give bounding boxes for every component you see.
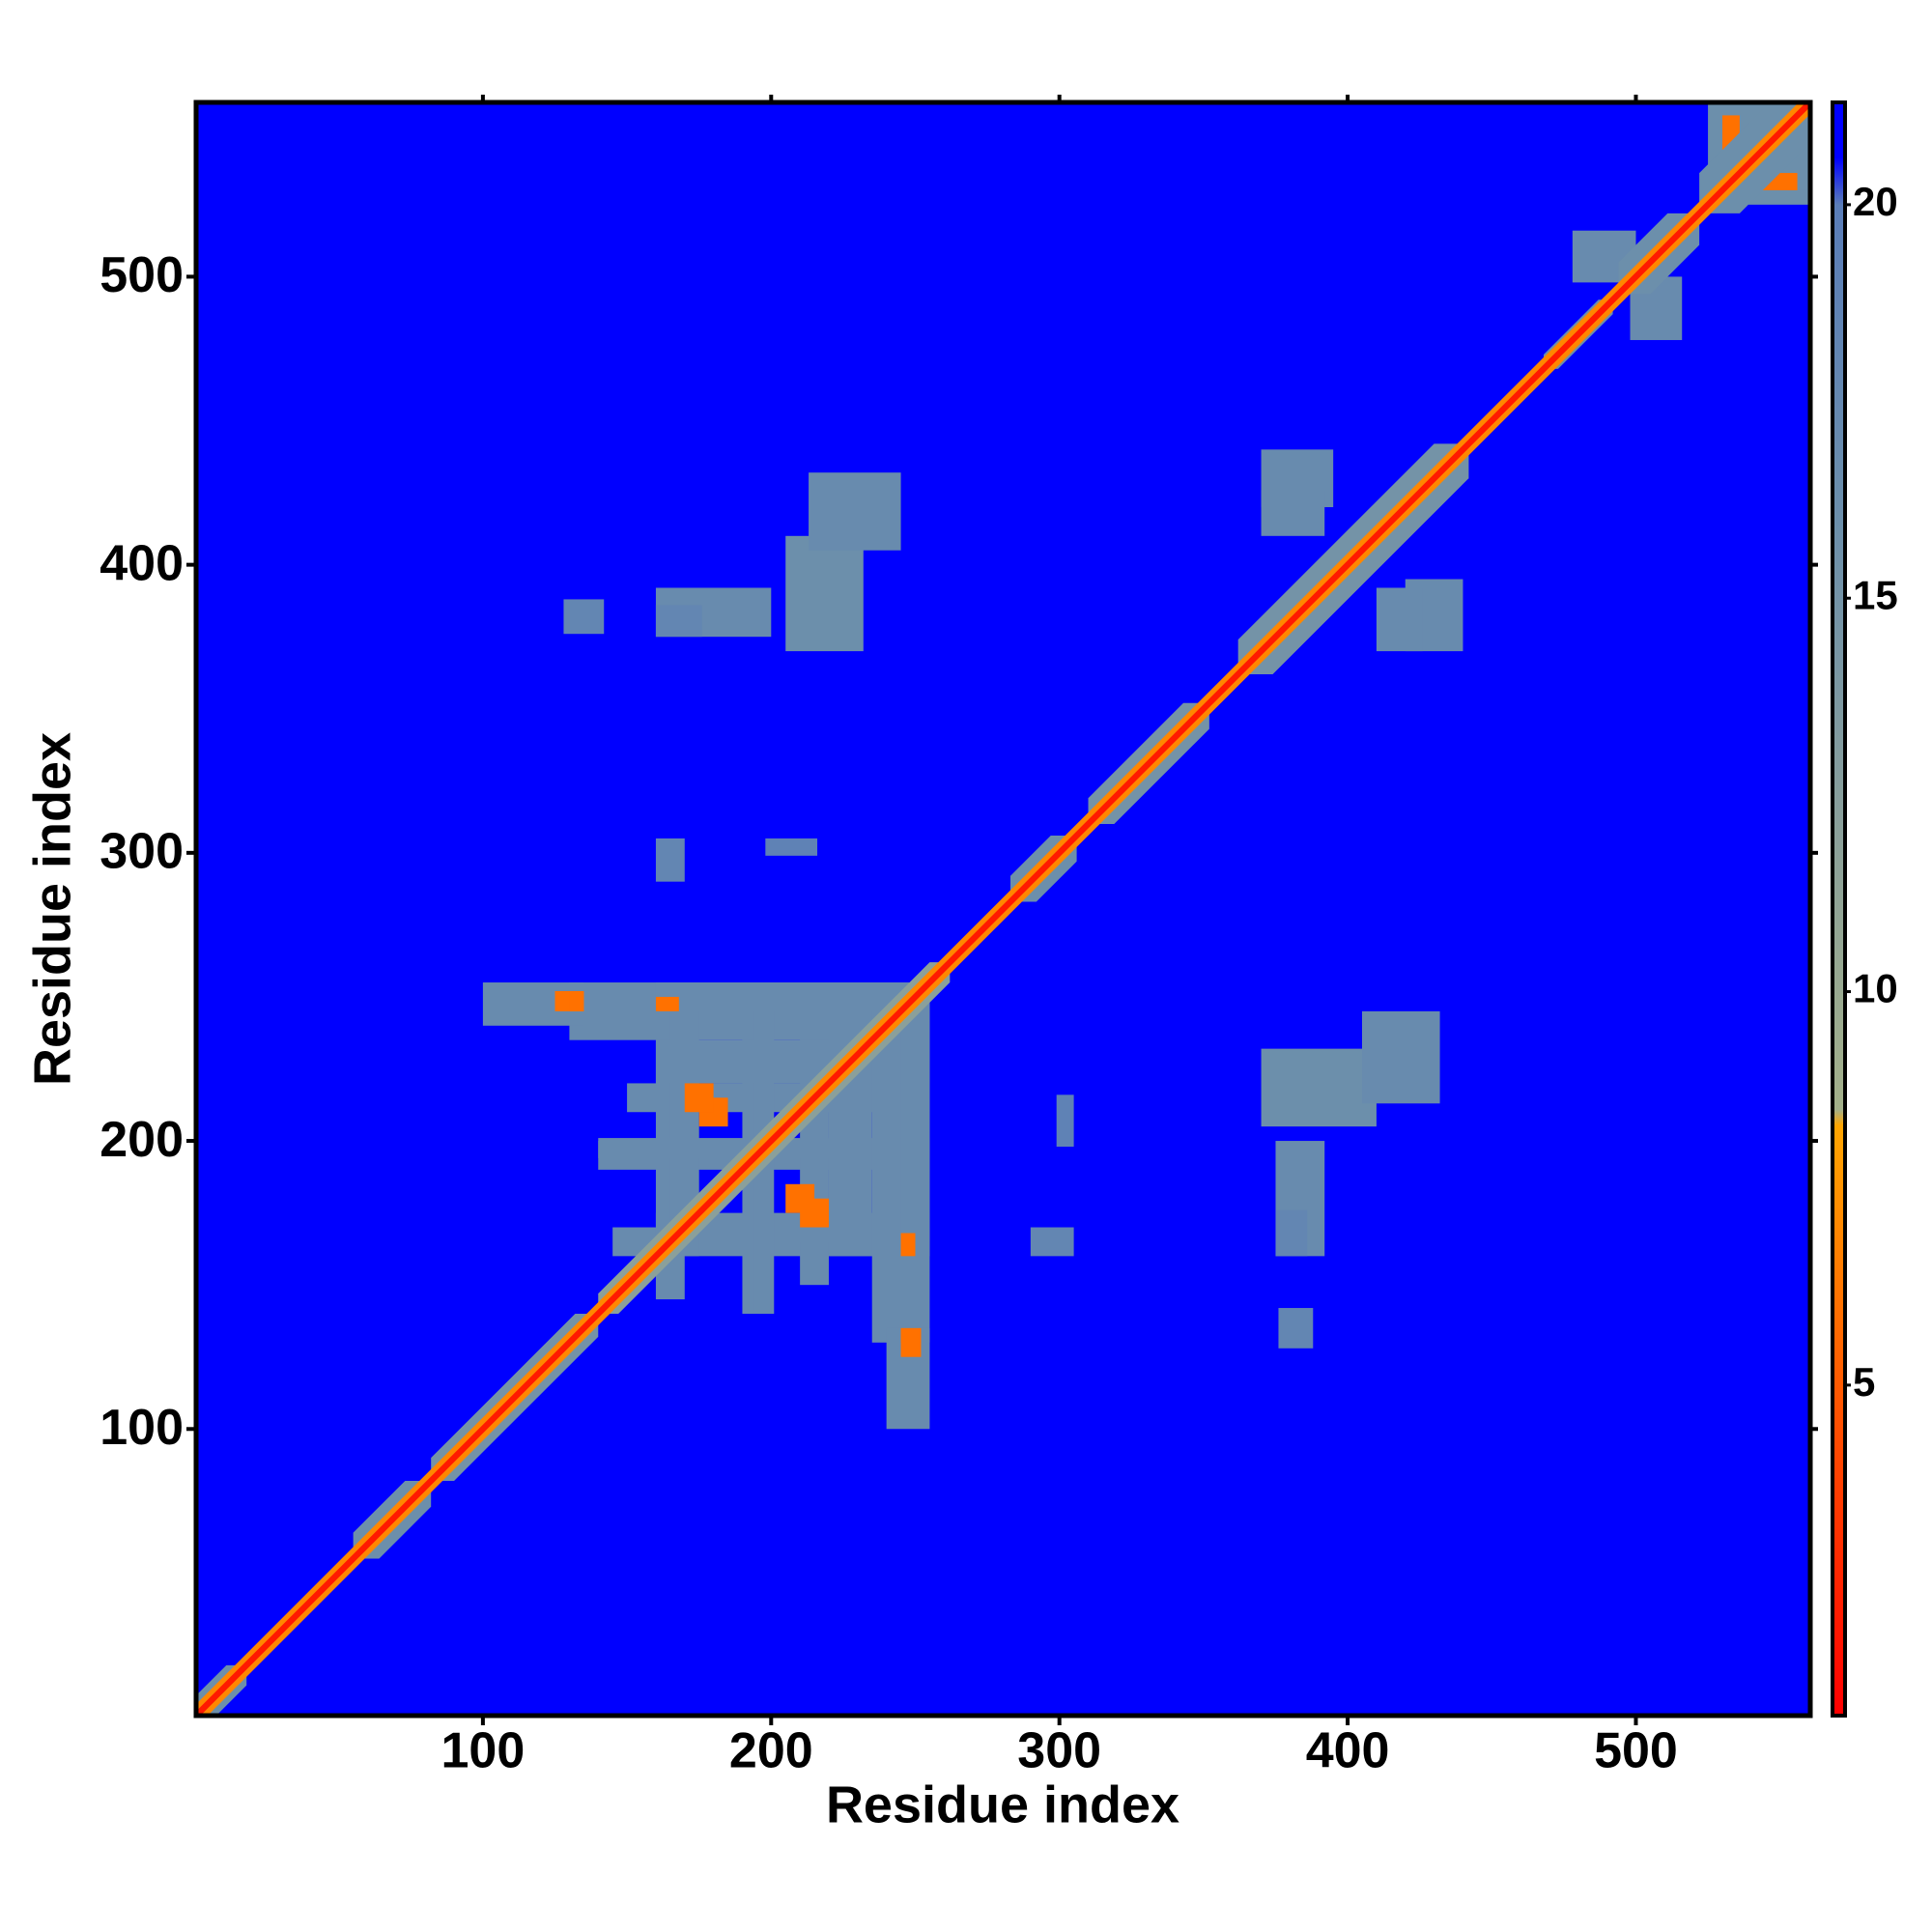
contact-patch [655, 1039, 930, 1084]
x-tick-label: 100 [441, 1723, 526, 1779]
contact-patch-mirror [1376, 587, 1423, 652]
y-tick-label: 100 [99, 1400, 184, 1456]
contact-patch-mirror [828, 982, 872, 1257]
contact-patch-mirror [785, 535, 864, 652]
y-axis-label: Residue index [23, 732, 81, 1086]
y-tick-label: 400 [99, 535, 184, 591]
colorbar-tick-label: 15 [1853, 572, 1898, 617]
contact-patch-mirror [765, 838, 818, 856]
colorbar-tick-label: 10 [1853, 966, 1898, 1011]
contact-patch [1361, 1010, 1440, 1104]
y-tick-label: 500 [99, 247, 184, 303]
plot-frame [193, 99, 1813, 1719]
contact-patch-mirror [655, 996, 679, 1011]
contact-patch-mirror [809, 472, 901, 551]
x-tick-label: 300 [1017, 1723, 1101, 1779]
colorbar [1831, 100, 1847, 1718]
y-tick-label: 200 [99, 1112, 184, 1168]
contact-patch-mirror [900, 996, 930, 1257]
heatmap-cells [197, 103, 1809, 1715]
x-tick-label: 400 [1306, 1723, 1390, 1779]
contact-patch [1261, 490, 1325, 536]
contact-patch [1261, 1048, 1377, 1127]
contact-patch-mirror [900, 1327, 922, 1343]
colorbar-tick-label: 5 [1853, 1359, 1875, 1405]
contact-patch-mirror [1275, 1209, 1308, 1257]
contact-patch [1030, 1227, 1074, 1257]
contact-patch [900, 1233, 916, 1257]
y-tick-label: 300 [99, 824, 184, 880]
contact-patch [655, 605, 702, 638]
contact-patch-mirror [655, 838, 685, 882]
contact-patch [655, 982, 916, 1011]
contact-patch-mirror [684, 1083, 714, 1113]
contact-patch [1056, 1094, 1074, 1148]
x-axis-label: Residue index [826, 1776, 1179, 1833]
contact-patch-mirror [563, 599, 605, 635]
diagonal-band [197, 103, 1809, 1715]
x-tick-label: 500 [1594, 1723, 1678, 1779]
colorbar-tick-label: 20 [1853, 179, 1898, 224]
x-tick-label: 200 [729, 1723, 813, 1779]
contact-patch [569, 990, 584, 1011]
contact-patch [1278, 1308, 1314, 1349]
contact-patch [800, 1198, 829, 1228]
